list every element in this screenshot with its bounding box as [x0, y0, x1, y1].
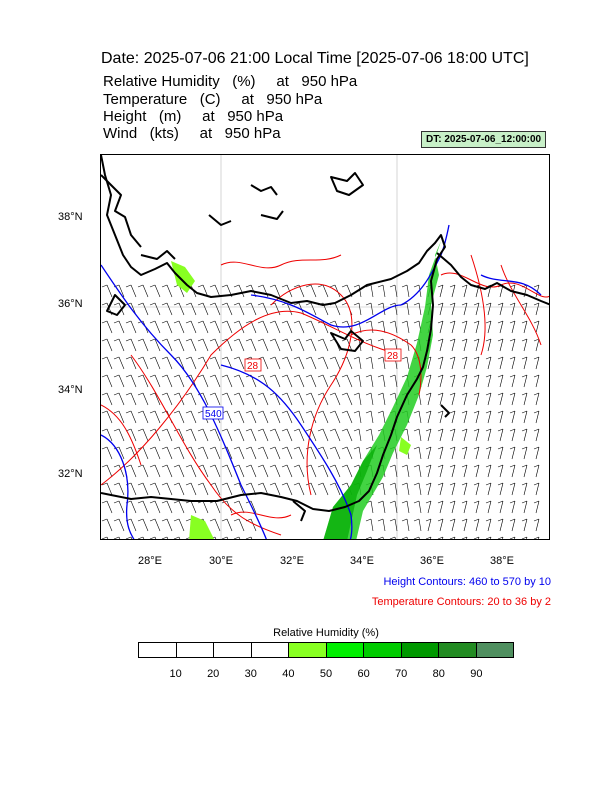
wind-barbs — [101, 284, 540, 539]
colorbar-tick: 70 — [395, 668, 408, 680]
coastline — [101, 155, 549, 522]
colorbar-box — [401, 643, 439, 657]
height-contour-label: 540 — [205, 409, 222, 420]
colorbar-tick: 80 — [432, 668, 445, 680]
colorbar-box — [176, 643, 214, 657]
page-title: Date: 2025-07-06 21:00 Local Time [2025-… — [101, 50, 529, 67]
height-contours-info: Height Contours: 460 to 570 by 10 — [383, 576, 551, 588]
lon-label: 38°E — [490, 555, 514, 567]
colorbar-title: Relative Humidity (%) — [273, 627, 379, 639]
height-contours — [101, 224, 542, 539]
colorbar-tick: 50 — [319, 668, 333, 680]
weather-map: 540 28 28 — [101, 155, 549, 539]
colorbar-tick: 40 — [282, 668, 295, 680]
colorbar-box — [139, 643, 177, 657]
colorbar-tick: 60 — [357, 668, 370, 680]
colorbar-tick: 90 — [470, 668, 483, 680]
lon-label: 32°E — [280, 555, 304, 567]
lon-label: 28°E — [138, 555, 162, 567]
variable-line-rh: Relative Humidity (%) at 950 hPa — [103, 73, 358, 90]
humidity-shading — [171, 241, 441, 539]
lat-label: 32°N — [58, 468, 83, 480]
colorbar-tick: 10 — [169, 668, 182, 680]
lat-label: 34°N — [58, 384, 83, 396]
colorbar-box — [214, 643, 252, 657]
lon-label: 34°E — [350, 555, 374, 567]
colorbar-tick: 20 — [207, 668, 220, 680]
colorbar-box — [251, 643, 289, 657]
map-panel: 540 28 28 — [100, 154, 550, 540]
colorbar-box — [364, 643, 402, 657]
temperature-contours-info: Temperature Contours: 20 to 36 by 2 — [371, 596, 551, 608]
lat-label: 36°N — [58, 298, 83, 310]
temperature-contours — [101, 254, 549, 536]
colorbar-box — [476, 643, 513, 657]
colorbar-tick: 30 — [244, 668, 257, 680]
colorbar-box — [289, 643, 327, 657]
variable-line-height: Height (m) at 950 hPa — [103, 108, 284, 125]
variable-line-temperature: Temperature (C) at 950 hPa — [103, 91, 323, 108]
colorbar-box — [439, 643, 477, 657]
variable-line-wind: Wind (kts) at 950 hPa — [103, 125, 281, 142]
lat-label: 38°N — [58, 211, 83, 223]
contour-labels: 540 28 28 — [202, 348, 402, 420]
dt-badge: DT: 2025-07-06_12:00:00 — [421, 131, 547, 148]
temperature-contour-label: 28 — [247, 361, 259, 372]
humidity-colorbar — [138, 642, 514, 658]
temperature-contour-label: 28 — [387, 351, 399, 362]
lon-label: 36°E — [420, 555, 444, 567]
colorbar-box — [326, 643, 364, 657]
lon-label: 30°E — [209, 555, 233, 567]
